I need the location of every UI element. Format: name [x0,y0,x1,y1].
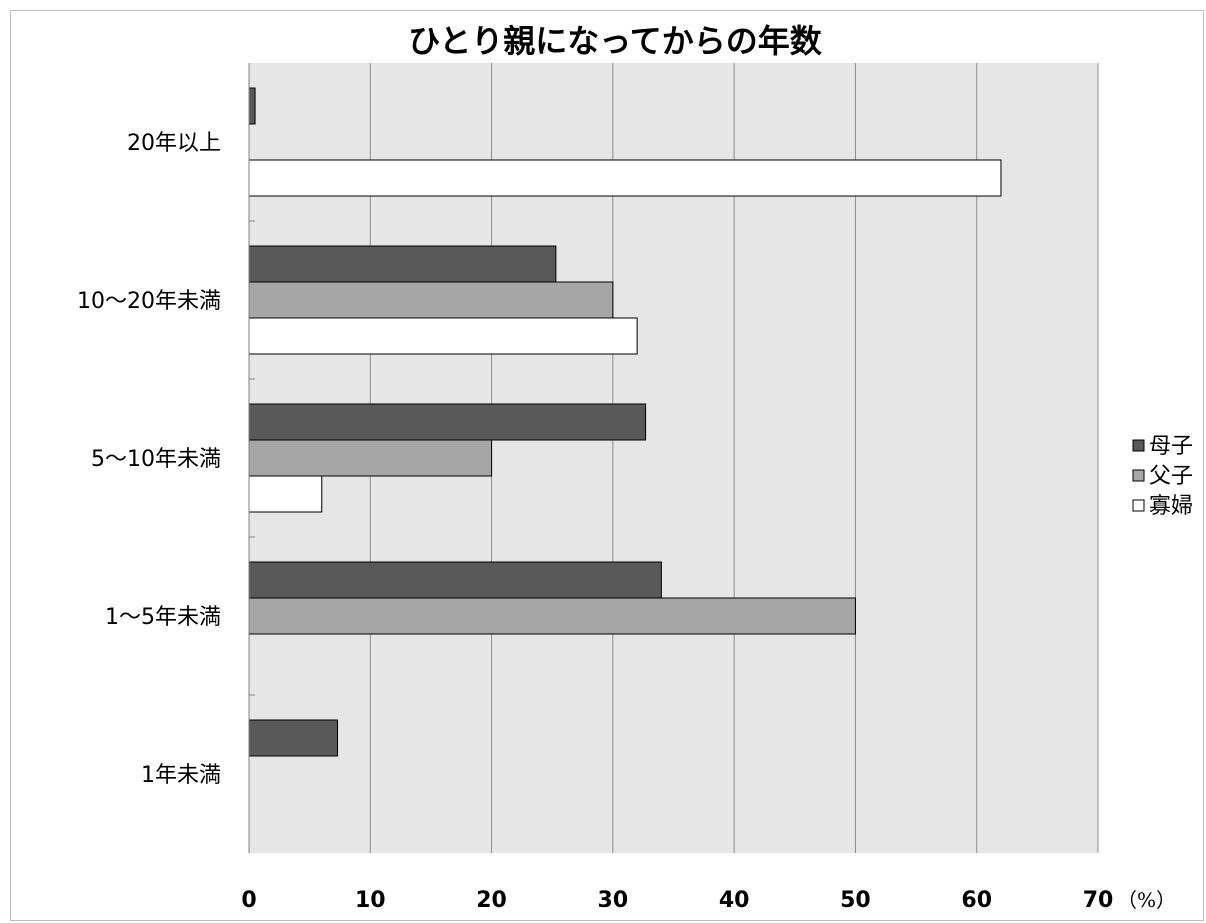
legend-swatch-寡婦 [1132,499,1145,512]
category-label: 1年未満 [141,763,221,788]
x-tick-label: 20 [476,888,507,913]
x-tick-label: 50 [840,888,871,913]
x-axis-ticks: 0 10 20 30 40 50 60 70 [241,888,1113,913]
x-tick-label: 30 [598,888,629,913]
bar-寡婦-20年以上 [248,159,1002,197]
category-label: 10～20年未満 [77,289,221,314]
legend-label-父子: 父子 [1149,464,1193,489]
x-tick-label: 0 [241,888,256,913]
legend-label-寡婦: 寡婦 [1149,494,1193,519]
bar-寡婦-10～20年未満 [248,317,638,355]
legend-swatch-母子 [1132,439,1145,452]
category-label: 1～5年未満 [105,605,221,630]
bar-母子-5～10年未満 [248,403,647,441]
category-label: 20年以上 [127,131,221,156]
bar-父子-1～5年未満 [248,597,856,635]
x-tick-label: 60 [961,888,992,913]
x-axis-unit: （%） [1117,888,1176,912]
legend-swatch-父子 [1132,469,1145,482]
bars [248,87,1002,757]
bar-父子-10～20年未満 [248,281,614,319]
legend-label-母子: 母子 [1149,434,1193,459]
bar-母子-1～5年未満 [248,561,662,599]
bar-母子-20年以上 [248,87,256,125]
bar-父子-5～10年未満 [248,439,493,477]
bar-母子-1年未満 [248,719,339,757]
x-tick-label: 40 [719,888,750,913]
bar-寡婦-5～10年未満 [248,475,323,513]
category-labels: 20年以上 10～20年未満 5～10年未満 1～5年未満 1年未満 [77,131,221,788]
x-tick-label: 70 [1083,888,1114,913]
x-tick-label: 10 [355,888,386,913]
bar-母子-10～20年未満 [248,245,557,283]
category-label: 5～10年未満 [91,447,221,472]
chart-title: ひとり親になってからの年数 [408,22,822,60]
